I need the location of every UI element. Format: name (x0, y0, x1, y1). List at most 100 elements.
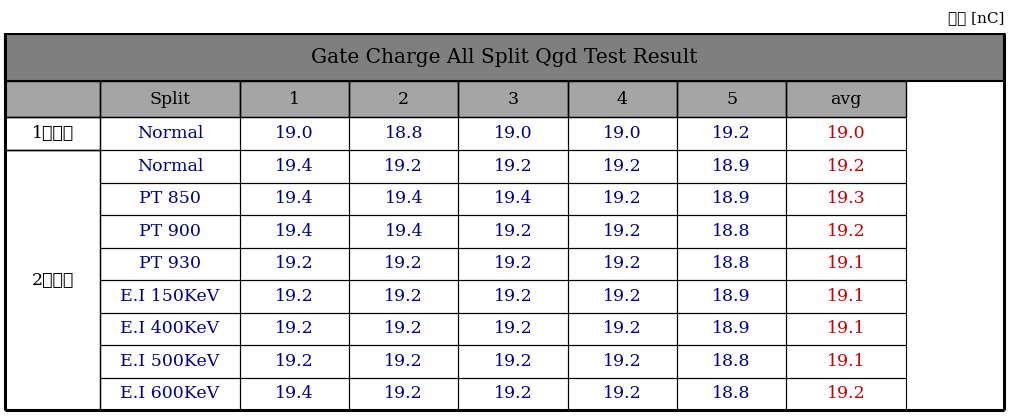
Text: 19.2: 19.2 (826, 158, 864, 175)
Text: 19.2: 19.2 (826, 223, 864, 240)
Bar (676, 313, 786, 345)
Bar (349, 280, 458, 313)
Text: 18.8: 18.8 (712, 223, 750, 240)
Text: PT 850: PT 850 (139, 190, 201, 207)
Text: 18.9: 18.9 (712, 320, 750, 337)
Text: Gate Charge All Split Qgd Test Result: Gate Charge All Split Qgd Test Result (311, 48, 697, 67)
Text: 19.2: 19.2 (603, 288, 641, 305)
Bar (100, 183, 240, 215)
Bar (458, 345, 567, 378)
Bar (240, 81, 349, 117)
Text: 19.1: 19.1 (826, 320, 864, 337)
Text: E.I 150KeV: E.I 150KeV (120, 288, 219, 305)
Bar (458, 378, 567, 410)
Bar (240, 183, 349, 215)
Text: E.I 600KeV: E.I 600KeV (120, 386, 219, 403)
Text: 단위 [nC]: 단위 [nC] (946, 12, 1003, 26)
Bar (676, 215, 786, 248)
Bar (240, 117, 349, 150)
Text: 19.4: 19.4 (275, 190, 313, 207)
Bar (458, 313, 567, 345)
Bar (100, 378, 240, 410)
Bar (567, 215, 676, 248)
Text: 4: 4 (617, 91, 627, 108)
Bar (458, 280, 567, 313)
Bar (567, 248, 676, 280)
Bar (676, 150, 786, 183)
Text: 19.1: 19.1 (826, 255, 864, 272)
Text: 19.2: 19.2 (603, 223, 641, 240)
Bar (676, 280, 786, 313)
Text: PT 930: PT 930 (139, 255, 201, 272)
Text: 19.2: 19.2 (275, 320, 313, 337)
Bar (240, 345, 349, 378)
Bar (567, 150, 676, 183)
Text: 19.2: 19.2 (493, 386, 532, 403)
Bar (458, 183, 567, 215)
Bar (458, 81, 567, 117)
Text: 19.4: 19.4 (493, 190, 532, 207)
Bar (786, 345, 905, 378)
Text: 18.8: 18.8 (384, 125, 423, 142)
Text: 19.1: 19.1 (826, 288, 864, 305)
Bar (100, 117, 240, 150)
Text: 2차년도: 2차년도 (31, 272, 74, 289)
Bar (786, 280, 905, 313)
Text: Normal: Normal (136, 158, 203, 175)
Bar (786, 81, 905, 117)
Text: 19.2: 19.2 (275, 288, 313, 305)
Text: 19.2: 19.2 (603, 353, 641, 370)
Text: 19.0: 19.0 (826, 125, 864, 142)
Bar (458, 117, 567, 150)
Text: E.I 500KeV: E.I 500KeV (120, 353, 219, 370)
Bar (567, 345, 676, 378)
Bar (567, 81, 676, 117)
Bar (676, 345, 786, 378)
Bar (567, 280, 676, 313)
Text: 19.4: 19.4 (384, 223, 423, 240)
Bar (458, 215, 567, 248)
Bar (349, 248, 458, 280)
Text: 19.2: 19.2 (493, 255, 532, 272)
Bar (240, 215, 349, 248)
Text: 19.0: 19.0 (493, 125, 532, 142)
Text: 18.9: 18.9 (712, 190, 750, 207)
Text: 19.2: 19.2 (384, 386, 423, 403)
Text: E.I 400KeV: E.I 400KeV (120, 320, 219, 337)
Text: 19.2: 19.2 (384, 255, 423, 272)
Text: 19.4: 19.4 (275, 158, 313, 175)
Bar (349, 183, 458, 215)
Text: 19.2: 19.2 (603, 190, 641, 207)
Text: 1: 1 (289, 91, 299, 108)
Bar (567, 183, 676, 215)
Text: 19.2: 19.2 (384, 353, 423, 370)
Text: 19.2: 19.2 (603, 386, 641, 403)
Text: 19.2: 19.2 (826, 386, 864, 403)
Text: 3: 3 (508, 91, 518, 108)
Bar (567, 313, 676, 345)
Text: avg: avg (829, 91, 861, 108)
Bar (786, 215, 905, 248)
Bar (349, 345, 458, 378)
Text: 19.4: 19.4 (275, 386, 313, 403)
Bar (349, 313, 458, 345)
Text: 19.2: 19.2 (603, 255, 641, 272)
Bar (100, 150, 240, 183)
Bar (786, 313, 905, 345)
Bar (349, 378, 458, 410)
Bar (240, 248, 349, 280)
Bar (240, 378, 349, 410)
Text: 19.2: 19.2 (275, 255, 313, 272)
Text: 19.2: 19.2 (712, 125, 750, 142)
Text: 19.4: 19.4 (384, 190, 423, 207)
Text: 19.2: 19.2 (384, 288, 423, 305)
Bar (349, 117, 458, 150)
Text: 19.3: 19.3 (826, 190, 864, 207)
Bar (240, 280, 349, 313)
Bar (676, 248, 786, 280)
Bar (5, 117, 100, 150)
Bar (458, 150, 567, 183)
Bar (100, 345, 240, 378)
Bar (100, 280, 240, 313)
Text: 5: 5 (726, 91, 736, 108)
